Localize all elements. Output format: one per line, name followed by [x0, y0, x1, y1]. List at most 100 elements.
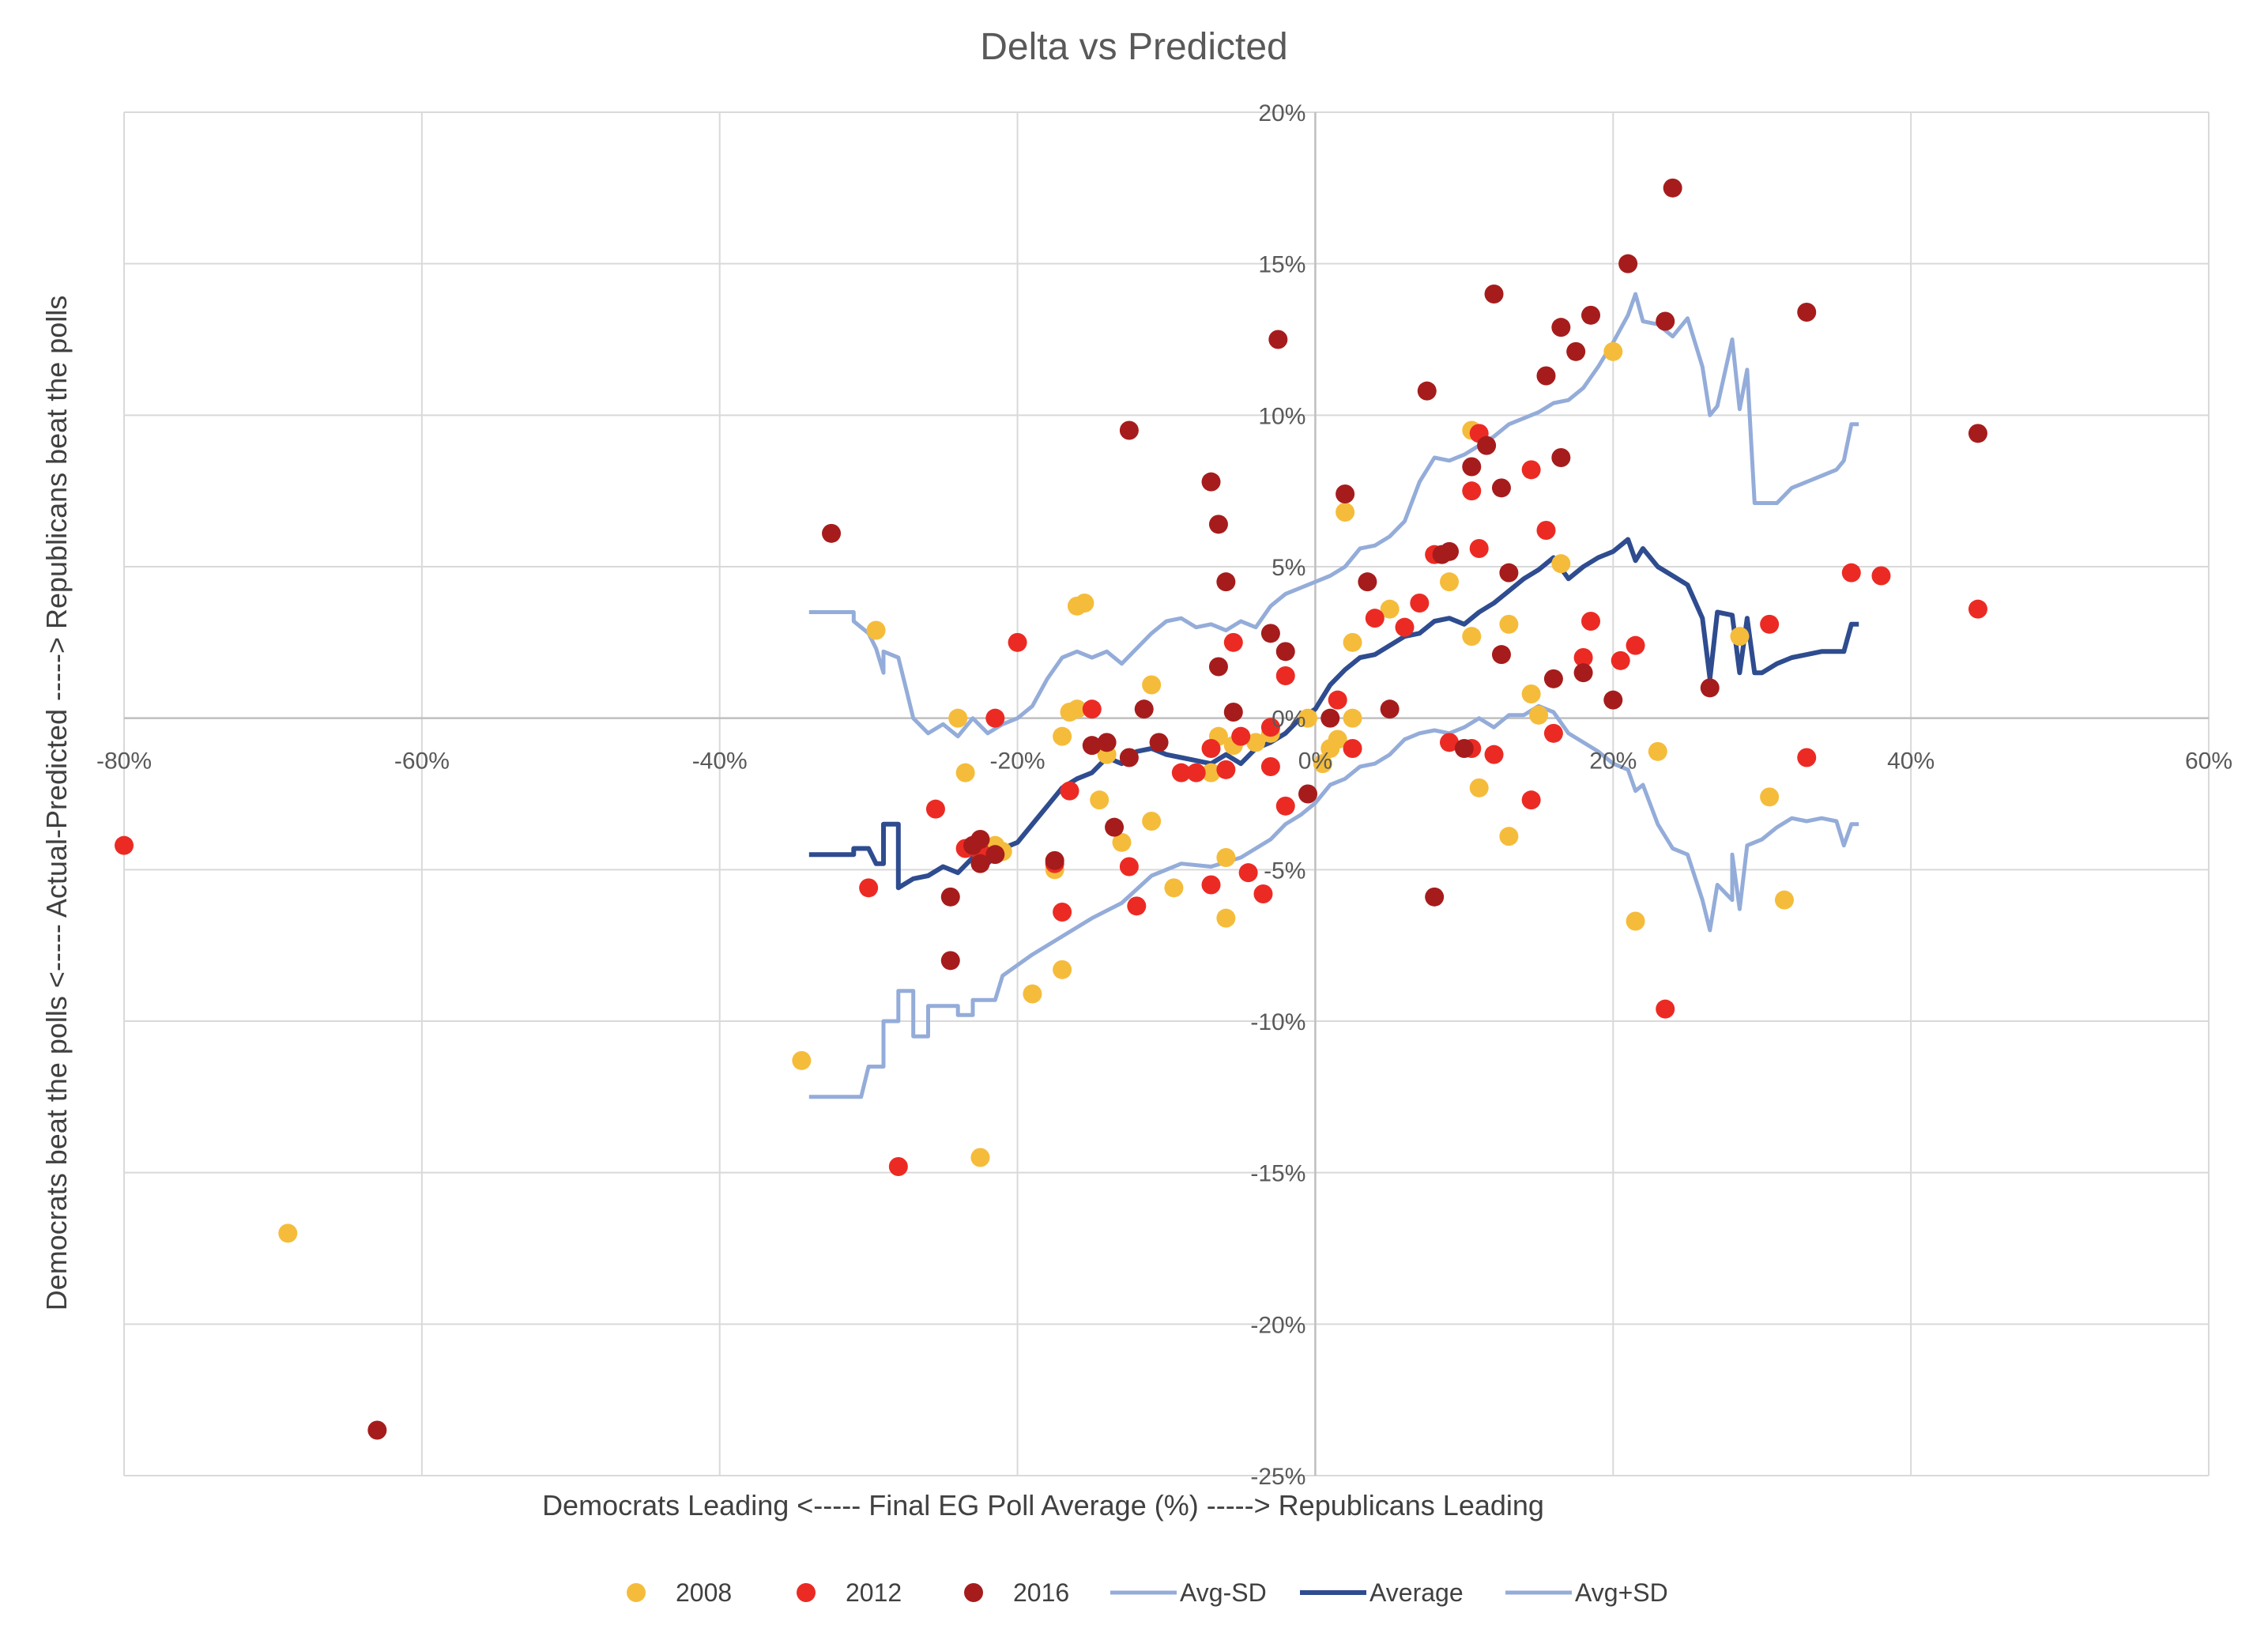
point-2008 [1774, 890, 1794, 910]
point-2008 [1216, 908, 1236, 928]
point-2016 [1454, 739, 1474, 758]
legend-item-avg-sd: Avg-SD [1110, 1578, 1267, 1607]
point-2016 [1551, 448, 1571, 467]
y-tick-label: 5% [1272, 555, 1305, 581]
point-2012 [1611, 650, 1630, 670]
legend-item-2016: 2016 [964, 1578, 1069, 1607]
point-2016 [1045, 850, 1064, 870]
point-2012 [1119, 857, 1139, 877]
point-2012 [1760, 614, 1780, 634]
series-line-avg-sd [808, 292, 1859, 739]
point-2012 [859, 878, 879, 898]
point-2012 [925, 799, 945, 819]
point-2016 [1149, 733, 1169, 752]
x-tick-label: 40% [1887, 748, 1935, 775]
point-2016 [1797, 303, 1817, 322]
point-2008 [1023, 984, 1042, 1004]
scatter-points [115, 178, 1987, 1440]
point-2008 [1760, 787, 1780, 807]
point-2016 [1491, 645, 1511, 665]
point-2012 [1521, 790, 1541, 810]
legend-label: 2008 [676, 1578, 732, 1607]
point-2008 [1529, 705, 1549, 725]
point-2016 [1082, 736, 1102, 756]
legend-marker [964, 1583, 983, 1602]
y-tick-label: 0% [1272, 707, 1305, 733]
point-2012 [115, 835, 134, 855]
point-2012 [1231, 726, 1251, 746]
legend-label: Avg+SD [1575, 1578, 1668, 1607]
point-2012 [1440, 733, 1460, 752]
point-2016 [1573, 663, 1593, 683]
tick-labels: -80% -60% -40% -20% 0% 20% 40% 60% -25% -20% -15% -… [96, 100, 2232, 1490]
chart-title: Delta vs Predicted [980, 26, 1288, 68]
point-2016 [1134, 699, 1154, 719]
point-2008 [1648, 741, 1667, 761]
legend-label: 2016 [1013, 1578, 1069, 1607]
x-tick-label: -80% [96, 748, 152, 775]
point-2008 [1336, 503, 1355, 522]
point-2008 [1626, 911, 1645, 931]
point-2008 [1090, 790, 1110, 810]
point-2008 [970, 1148, 990, 1167]
point-2012 [1626, 635, 1645, 655]
point-2008 [1246, 733, 1266, 752]
y-tick-label: -10% [1250, 1009, 1305, 1035]
point-2012 [1053, 903, 1072, 922]
point-2012 [1871, 566, 1891, 586]
point-2012 [1328, 690, 1347, 710]
point-2016 [1105, 817, 1125, 837]
point-2008 [1075, 594, 1094, 613]
point-2012 [1238, 863, 1258, 883]
x-tick-label: 60% [2185, 748, 2232, 775]
point-2012 [1656, 999, 1675, 1019]
point-2008 [1164, 878, 1184, 898]
point-2016 [1663, 178, 1682, 198]
point-2008 [1298, 708, 1318, 728]
point-2008 [1440, 572, 1460, 592]
point-2016 [1656, 311, 1675, 331]
point-2012 [1201, 739, 1221, 758]
point-2012 [1008, 632, 1027, 652]
point-2012 [1521, 460, 1541, 480]
x-tick-label: -60% [394, 748, 450, 775]
point-2016 [970, 830, 990, 849]
point-2012 [1581, 612, 1601, 631]
point-2012 [1365, 609, 1385, 628]
y-tick-label: 20% [1258, 100, 1305, 126]
point-2016 [1477, 435, 1497, 455]
point-2012 [1968, 599, 1987, 619]
point-2012 [1253, 884, 1273, 903]
y-tick-label: 10% [1258, 403, 1305, 429]
point-2012 [1484, 745, 1504, 764]
y-axis-title: Democrats beat the polls <----- Actual-P… [40, 296, 73, 1311]
point-2008 [1216, 848, 1236, 867]
point-2008 [1343, 708, 1362, 728]
point-2016 [1336, 484, 1355, 503]
point-2008 [1343, 632, 1362, 652]
point-2008 [1603, 341, 1623, 361]
point-2008 [1499, 614, 1519, 634]
point-2016 [1208, 657, 1228, 677]
point-2016 [1097, 733, 1117, 752]
point-2016 [1119, 748, 1139, 767]
point-2016 [1700, 678, 1720, 698]
zero-axes [124, 112, 2209, 1476]
point-2016 [1223, 703, 1243, 722]
x-tick-label: -40% [692, 748, 748, 775]
point-2016 [940, 887, 960, 907]
legend-item-2012: 2012 [797, 1578, 902, 1607]
point-2016 [1208, 515, 1228, 534]
point-2012 [1060, 781, 1079, 801]
point-2016 [822, 523, 842, 543]
point-2012 [1275, 666, 1295, 685]
point-2012 [1395, 617, 1415, 637]
point-2008 [1730, 627, 1750, 647]
point-2012 [1260, 718, 1280, 737]
series-line-avg-sd [808, 703, 1859, 1099]
point-2012 [1469, 539, 1489, 558]
point-2012 [1841, 563, 1861, 583]
point-2016 [970, 854, 990, 873]
